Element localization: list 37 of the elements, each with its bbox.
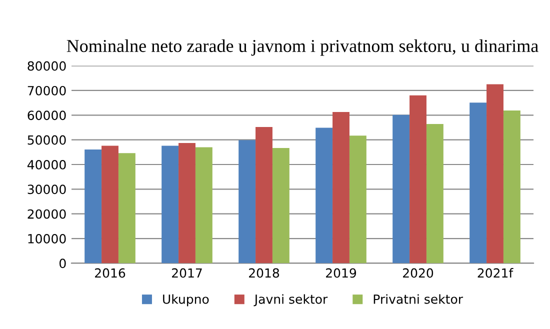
x-tick-label: 2016	[95, 268, 126, 278]
bar	[256, 126, 272, 264]
bar	[102, 146, 118, 264]
x-tick-label: 2021f	[478, 268, 514, 278]
y-tick-label: 0	[60, 258, 66, 268]
legend-label: Javni sektor	[254, 294, 328, 306]
y-tick-label: 50000	[28, 135, 66, 145]
bar	[470, 102, 487, 264]
y-tick-label: 80000	[28, 61, 66, 71]
y-tick-label: 70000	[28, 86, 66, 96]
legend-label: Privatni sektor	[374, 294, 464, 304]
bar	[84, 149, 102, 264]
bar	[118, 153, 136, 264]
bar	[426, 124, 444, 264]
legend-label: Ukupno	[163, 294, 209, 306]
chart-title: Nominalne neto zarade u javnom i privatnom sektoru, u dinarima	[66, 39, 538, 56]
y-tick-label: 60000	[28, 110, 66, 120]
y-tick-label: 10000	[28, 234, 66, 244]
y-tick-label: 40000	[27, 160, 66, 170]
y-tick-label: 20000	[28, 209, 66, 219]
bar	[316, 128, 333, 264]
y-tick-label: 30000	[28, 184, 66, 194]
x-tick-label: 2017	[172, 268, 202, 278]
x-tick-label: 2019	[326, 268, 356, 278]
bar	[272, 148, 290, 264]
bar	[503, 110, 520, 264]
bar	[410, 95, 426, 264]
bar	[178, 143, 196, 264]
bar	[162, 146, 179, 264]
bar	[195, 147, 212, 264]
bar	[349, 136, 366, 264]
x-tick-label: 2018	[249, 268, 280, 278]
bar	[486, 84, 504, 264]
bar	[392, 114, 410, 264]
x-tick-label: 2020	[403, 268, 434, 278]
bar	[238, 140, 256, 264]
bar	[332, 112, 350, 264]
